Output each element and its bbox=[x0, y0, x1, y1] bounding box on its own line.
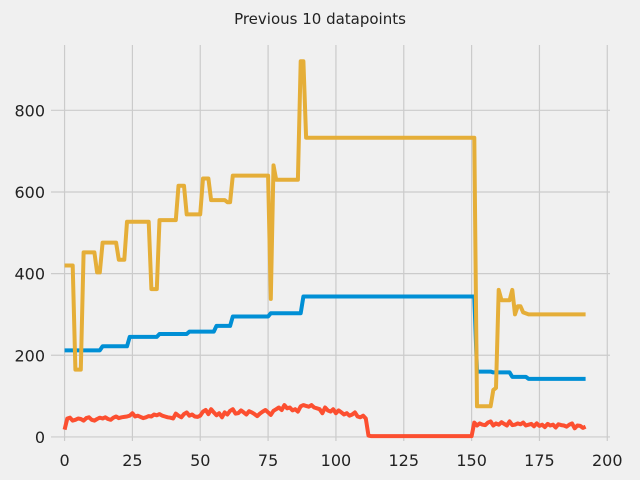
x-tick-label: 25 bbox=[122, 451, 142, 470]
x-tick-label: 125 bbox=[388, 451, 419, 470]
x-tick-label: 75 bbox=[258, 451, 278, 470]
x-tick-label: 150 bbox=[456, 451, 487, 470]
x-tick-label: 0 bbox=[59, 451, 69, 470]
series-line-1 bbox=[64, 294, 586, 381]
x-tick-label: 175 bbox=[524, 451, 555, 470]
x-tick-label: 200 bbox=[592, 451, 623, 470]
chart-title: Previous 10 datapoints bbox=[234, 10, 406, 28]
x-tick-label: 50 bbox=[190, 451, 210, 470]
y-tick-label: 0 bbox=[35, 428, 45, 447]
gridlines bbox=[51, 45, 610, 441]
y-tick-label: 400 bbox=[14, 265, 45, 284]
series-line-2 bbox=[62, 403, 587, 439]
series-group bbox=[62, 59, 587, 439]
x-tick-label: 100 bbox=[321, 451, 352, 470]
y-tick-label: 200 bbox=[14, 346, 45, 365]
y-axis-ticks: 0 200 400 600 800 bbox=[14, 101, 45, 447]
y-tick-label: 600 bbox=[14, 183, 45, 202]
y-tick-label: 800 bbox=[14, 101, 45, 120]
series-line-3 bbox=[64, 59, 586, 409]
x-axis-ticks: 0 25 50 75 100 125 150 175 200 bbox=[59, 451, 622, 470]
